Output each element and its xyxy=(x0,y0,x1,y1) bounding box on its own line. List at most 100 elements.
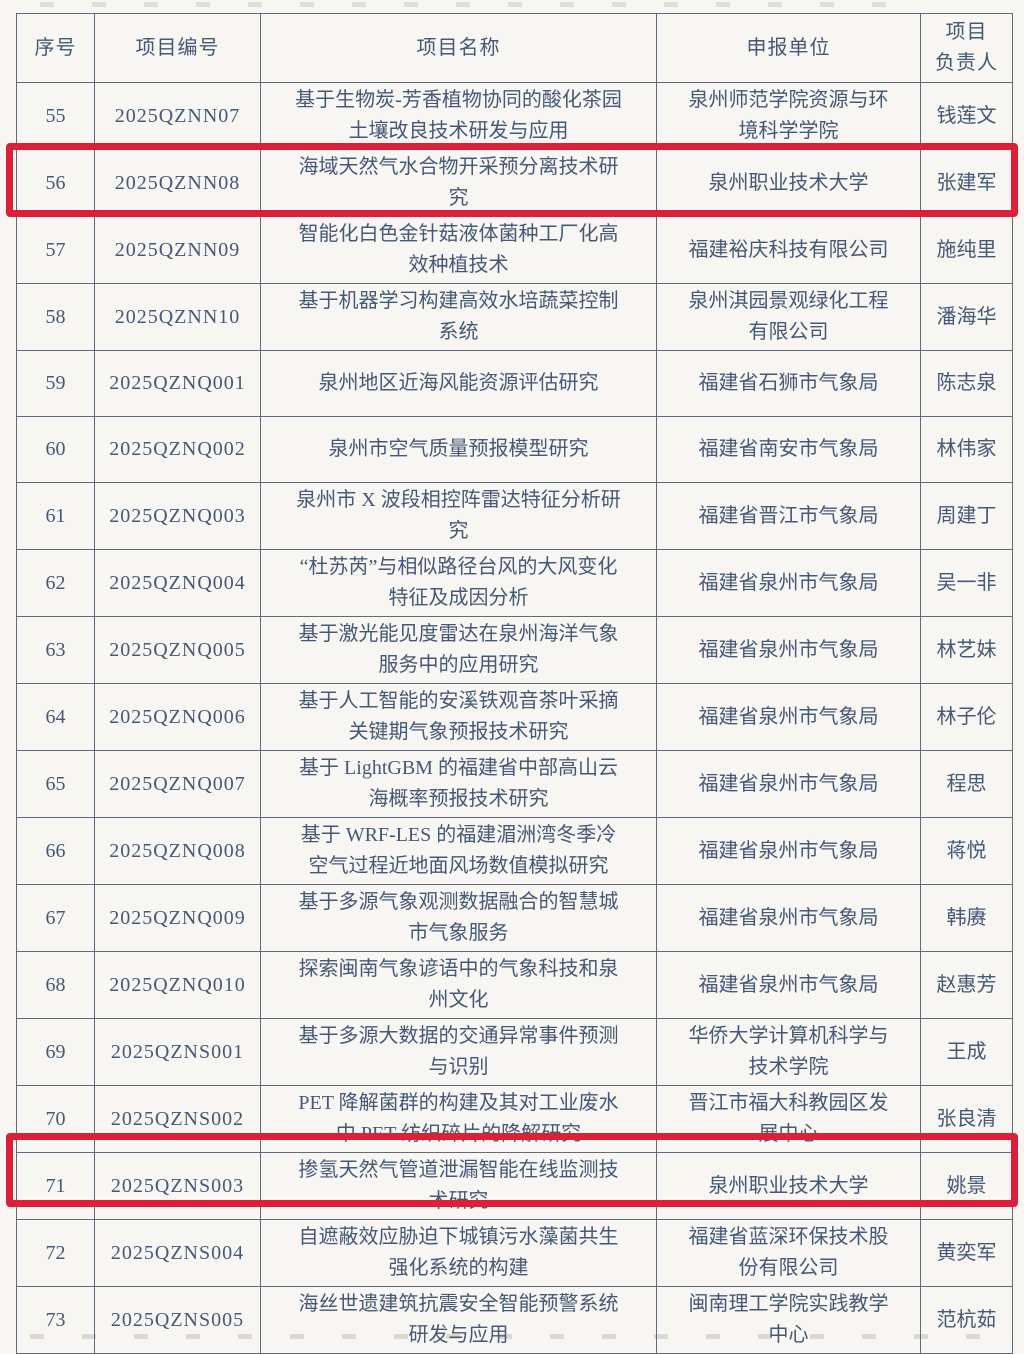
cell-unit: 泉州师范学院资源与环境科学学院 xyxy=(656,82,921,150)
table-row: 59 2025QZNQ001 泉州地区近海风能资源评估研究 福建省石狮市气象局 陈志泉 xyxy=(16,350,1013,417)
cell-code: 2025QZNQ005 xyxy=(94,616,261,684)
cell-leader: 林艺妹 xyxy=(920,616,1013,684)
header-leader: 项目 负责人 xyxy=(920,13,1013,83)
cell-code: 2025QZNS005 xyxy=(94,1286,261,1354)
cell-name: 基于多源大数据的交通异常事件预测与识别 xyxy=(260,1018,657,1086)
cell-unit: 泉州职业技术大学 xyxy=(656,1152,921,1220)
cell-leader: 赵惠芳 xyxy=(920,951,1013,1019)
cell-unit: 福建省泉州市气象局 xyxy=(656,750,921,818)
cell-leader: 张建军 xyxy=(920,149,1013,217)
header-code: 项目编号 xyxy=(94,13,261,83)
cell-code: 2025QZNQ006 xyxy=(94,683,261,751)
cell-leader: 姚景 xyxy=(920,1152,1013,1220)
cell-leader: 周建丁 xyxy=(920,482,1013,550)
table-row: 62 2025QZNQ004 “杜苏芮”与相似路径台风的大风变化特征及成因分析 福建省… xyxy=(16,549,1013,617)
header-row: 序号 项目编号 项目名称 申报单位 项目 负责人 xyxy=(16,13,1013,83)
cell-name: 掺氢天然气管道泄漏智能在线监测技术研究 xyxy=(260,1152,657,1220)
cell-unit: 福建省南安市气象局 xyxy=(656,416,921,483)
table-row: 66 2025QZNQ008 基于 WRF-LES 的福建湄洲湾冬季冷空气过程近地面… xyxy=(16,817,1013,885)
cell-leader: 黄奕军 xyxy=(920,1219,1013,1287)
table-row: 65 2025QZNQ007 基于 LightGBM 的福建省中部高山云海概率预报技… xyxy=(16,750,1013,818)
header-unit: 申报单位 xyxy=(656,13,921,83)
cell-no: 69 xyxy=(16,1018,95,1086)
cell-no: 58 xyxy=(16,283,95,351)
table-row: 60 2025QZNQ002 泉州市空气质量预报模型研究 福建省南安市气象局 林伟家 xyxy=(16,416,1013,483)
header-name: 项目名称 xyxy=(260,13,657,83)
cell-no: 57 xyxy=(16,216,95,284)
table-row: 58 2025QZNN10 基于机器学习构建高效水培蔬菜控制系统 泉州淇园景观绿化工程… xyxy=(16,283,1013,351)
cell-code: 2025QZNQ001 xyxy=(94,350,261,417)
table-row: 72 2025QZNS004 自遮蔽效应胁迫下城镇污水藻菌共生强化系统的构建 福建省蓝… xyxy=(16,1219,1013,1287)
cell-name: 泉州市 X 波段相控阵雷达特征分析研究 xyxy=(260,482,657,550)
cell-no: 71 xyxy=(16,1152,95,1220)
cell-name: 智能化白色金针菇液体菌种工厂化高效种植技术 xyxy=(260,216,657,284)
cell-leader: 林伟家 xyxy=(920,416,1013,483)
cell-unit: 福建省石狮市气象局 xyxy=(656,350,921,417)
cell-unit: 福建省晋江市气象局 xyxy=(656,482,921,550)
cell-name: 基于多源气象观测数据融合的智慧城市气象服务 xyxy=(260,884,657,952)
cell-name: 基于 LightGBM 的福建省中部高山云海概率预报技术研究 xyxy=(260,750,657,818)
table-row: 69 2025QZNS001 基于多源大数据的交通异常事件预测与识别 华侨大学计算机科… xyxy=(16,1018,1013,1086)
cell-unit: 泉州淇园景观绿化工程有限公司 xyxy=(656,283,921,351)
cell-unit: 福建省泉州市气象局 xyxy=(656,817,921,885)
cell-name: 海丝世遗建筑抗震安全智能预警系统研发与应用 xyxy=(260,1286,657,1354)
cell-no: 66 xyxy=(16,817,95,885)
cell-code: 2025QZNS004 xyxy=(94,1219,261,1287)
cell-no: 62 xyxy=(16,549,95,617)
table-row: 67 2025QZNQ009 基于多源气象观测数据融合的智慧城市气象服务 福建省泉州市… xyxy=(16,884,1013,952)
cell-no: 56 xyxy=(16,149,95,217)
cell-no: 73 xyxy=(16,1286,95,1354)
project-list-table: 序号 项目编号 项目名称 申报单位 项目 负责人 55 2025QZNN07 基于生… xyxy=(16,13,1013,1354)
cell-unit: 福建省泉州市气象局 xyxy=(656,549,921,617)
cell-name: 海域天然气水合物开采预分离技术研究 xyxy=(260,149,657,217)
cell-code: 2025QZNN09 xyxy=(94,216,261,284)
cell-no: 55 xyxy=(16,82,95,150)
cell-name: 基于激光能见度雷达在泉州海洋气象服务中的应用研究 xyxy=(260,616,657,684)
cell-leader: 钱莲文 xyxy=(920,82,1013,150)
table-header: 序号 项目编号 项目名称 申报单位 项目 负责人 xyxy=(16,13,1013,83)
cell-unit: 福建裕庆科技有限公司 xyxy=(656,216,921,284)
cell-code: 2025QZNQ002 xyxy=(94,416,261,483)
cell-unit: 福建省泉州市气象局 xyxy=(656,951,921,1019)
cell-leader: 林子伦 xyxy=(920,683,1013,751)
cell-code: 2025QZNS001 xyxy=(94,1018,261,1086)
cell-no: 67 xyxy=(16,884,95,952)
cell-no: 61 xyxy=(16,482,95,550)
table-row: 55 2025QZNN07 基于生物炭-芳香植物协同的酸化茶园土壤改良技术研发与应用… xyxy=(16,82,1013,150)
cell-name: 基于 WRF-LES 的福建湄洲湾冬季冷空气过程近地面风场数值模拟研究 xyxy=(260,817,657,885)
cell-code: 2025QZNS002 xyxy=(94,1085,261,1153)
cell-no: 65 xyxy=(16,750,95,818)
cell-name: PET 降解菌群的构建及其对工业废水中 PET 纺织碎片的降解研究 xyxy=(260,1085,657,1153)
cell-no: 60 xyxy=(16,416,95,483)
cell-unit: 华侨大学计算机科学与技术学院 xyxy=(656,1018,921,1086)
cell-leader: 潘海华 xyxy=(920,283,1013,351)
cell-leader: 张良清 xyxy=(920,1085,1013,1153)
cell-unit: 福建省泉州市气象局 xyxy=(656,683,921,751)
cell-code: 2025QZNN07 xyxy=(94,82,261,150)
cell-name: 泉州地区近海风能资源评估研究 xyxy=(260,350,657,417)
cell-leader: 韩赓 xyxy=(920,884,1013,952)
cell-leader: 施纯里 xyxy=(920,216,1013,284)
header-no: 序号 xyxy=(16,13,95,83)
cell-unit: 泉州职业技术大学 xyxy=(656,149,921,217)
cell-name: 泉州市空气质量预报模型研究 xyxy=(260,416,657,483)
cell-code: 2025QZNQ003 xyxy=(94,482,261,550)
cell-name: “杜苏芮”与相似路径台风的大风变化特征及成因分析 xyxy=(260,549,657,617)
cell-leader: 范杭茹 xyxy=(920,1286,1013,1354)
cell-leader: 陈志泉 xyxy=(920,350,1013,417)
table-row: 73 2025QZNS005 海丝世遗建筑抗震安全智能预警系统研发与应用 闽南理工学院… xyxy=(16,1286,1013,1354)
cell-leader: 王成 xyxy=(920,1018,1013,1086)
cell-no: 64 xyxy=(16,683,95,751)
cell-name: 基于生物炭-芳香植物协同的酸化茶园土壤改良技术研发与应用 xyxy=(260,82,657,150)
cell-code: 2025QZNS003 xyxy=(94,1152,261,1220)
cell-no: 72 xyxy=(16,1219,95,1287)
cell-no: 59 xyxy=(16,350,95,417)
cell-leader: 程思 xyxy=(920,750,1013,818)
cell-code: 2025QZNN10 xyxy=(94,283,261,351)
table-row: 57 2025QZNN09 智能化白色金针菇液体菌种工厂化高效种植技术 福建裕庆科技有… xyxy=(16,216,1013,284)
cell-leader: 吴一非 xyxy=(920,549,1013,617)
table-row: 64 2025QZNQ006 基于人工智能的安溪铁观音茶叶采摘关键期气象预报技术研究… xyxy=(16,683,1013,751)
cell-name: 自遮蔽效应胁迫下城镇污水藻菌共生强化系统的构建 xyxy=(260,1219,657,1287)
cell-unit: 晋江市福大科教园区发展中心 xyxy=(656,1085,921,1153)
cell-code: 2025QZNN08 xyxy=(94,149,261,217)
